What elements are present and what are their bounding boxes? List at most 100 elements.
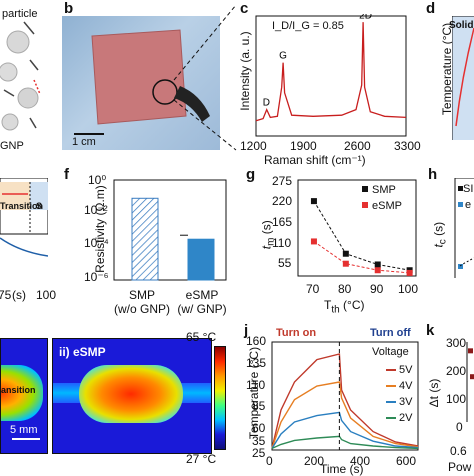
- resistivity-frame: [113, 179, 227, 281]
- f-bar1-label-line1: SMP: [128, 288, 155, 302]
- f-bar1-label-line2: (w/o GNP): [113, 302, 170, 316]
- panel-k-ylabel: Δt (s): [427, 378, 441, 408]
- j-legend-item-2v: 2V: [386, 410, 412, 426]
- g-legend-esmp: eSMP: [372, 200, 402, 212]
- raman-xtick-4: 3300: [394, 139, 421, 153]
- k-xtick-fragment: 0.6: [450, 444, 467, 458]
- thermal-image-2: ii) eSMP: [52, 338, 212, 454]
- tm-legend-marker-esmp: [362, 202, 368, 208]
- g-ytick-3: 165: [272, 215, 293, 229]
- panel-c-ylabel: Intensity (a. u.): [238, 31, 252, 111]
- s-label: S: [36, 201, 43, 211]
- raman-peak-label-2d: 2D: [359, 14, 372, 21]
- photo-b: 1 cm: [62, 16, 220, 150]
- k-ytick-4: 0: [456, 420, 463, 434]
- zoom-lines: [173, 4, 237, 151]
- j-legend-title: Voltage: [372, 346, 409, 358]
- j-legend-5v: 5V: [399, 364, 413, 376]
- raman-xlabel: Raman shift (cm⁻¹): [264, 153, 366, 167]
- raman-frame: [255, 15, 407, 137]
- k-xlabel-fragment: Pow: [448, 460, 472, 474]
- raman-xtick-1: 1200: [240, 139, 267, 153]
- h-legend-2: e: [465, 199, 472, 211]
- sample-photo: [74, 29, 210, 135]
- g-xtick-1: 70: [306, 282, 320, 296]
- k-point-1: [470, 374, 474, 380]
- tt-line-4v: [271, 381, 419, 449]
- j-legend-item-3v: 3V: [386, 394, 412, 410]
- panel-label-f: f: [64, 166, 69, 183]
- panel-k-chart: [466, 342, 474, 422]
- temperature-time-chart: [271, 341, 419, 451]
- k-point-0: [468, 348, 473, 354]
- j-legend-item-4v: 4V: [386, 378, 412, 394]
- panel-label-c: c: [240, 0, 249, 17]
- turn-off-label: Turn off: [370, 327, 411, 339]
- tm-point-esmp-80: [342, 260, 349, 267]
- f-bar1-label: SMP (w/o GNP): [112, 288, 172, 316]
- panel-label-j: j: [244, 322, 249, 339]
- j-legend-4v: 4V: [399, 380, 413, 392]
- j-ytick-1: 160: [246, 334, 267, 348]
- f-ytick-2: 10⁻²: [84, 203, 108, 217]
- transition-label: Transition: [0, 201, 44, 211]
- panel-label-d: d: [426, 0, 436, 17]
- thermal-image-1: ansition: [0, 338, 48, 454]
- panel-h-ylabel: tc (s): [431, 221, 449, 248]
- esmp-sublabel: ii) eSMP: [59, 345, 106, 359]
- raman-xtick-2: 1900: [290, 139, 317, 153]
- transition-thermal-label: ansition: [1, 385, 36, 395]
- f-bar2-label-line2: (w/ GNP): [177, 302, 227, 316]
- tt-line-2v: [271, 435, 419, 450]
- g-ytick-5: 55: [278, 256, 292, 270]
- panel-d-chart: [452, 16, 474, 140]
- j-xlabel: Time (s): [320, 462, 364, 476]
- raman-peak-label-d: D: [263, 98, 270, 109]
- raman-peak-label-g: G: [279, 51, 287, 62]
- tm-frame: [297, 179, 417, 277]
- j-ytick-5: 60: [252, 421, 266, 435]
- tt-line-3v: [271, 411, 419, 449]
- e-xtick-1: 75: [0, 288, 12, 302]
- gnp-label: GNP: [0, 140, 24, 152]
- tm-point-esmp-70: [310, 238, 317, 245]
- h-legend-1: SI: [463, 183, 474, 195]
- g-xlabel: Tth (°C): [324, 298, 365, 316]
- raman-xtick-3: 2600: [344, 139, 371, 153]
- g-legend-smp: SMP: [372, 184, 396, 196]
- j-ytick-3: 110: [246, 378, 266, 392]
- panel-a: particle GNP: [0, 0, 42, 156]
- j-ytick-2: 135: [246, 356, 267, 370]
- tm-chart: [297, 179, 417, 277]
- solid-label: Solid: [449, 20, 474, 31]
- thermal-scale-label: 5 mm: [10, 424, 38, 436]
- j-legend: 5V 4V 3V 2V: [386, 362, 412, 426]
- j-xtick-1: 0: [266, 454, 273, 468]
- tm-point-esmp-100: [406, 269, 413, 276]
- thermal-colorbar: [214, 346, 226, 450]
- f-bar2-label: eSMP (w/ GNP): [172, 288, 232, 316]
- resistivity-bar-esmp: [187, 238, 215, 281]
- tm-legend-marker-smp: [362, 186, 368, 192]
- k-ytick-1: 300: [446, 336, 467, 350]
- f-ytick-3: 10⁻⁴: [84, 236, 109, 250]
- e-xlabel-fragment: (s): [12, 288, 26, 302]
- j-legend-2v: 2V: [399, 412, 413, 424]
- tm-fit-smp: [313, 200, 410, 271]
- e-xtick-2: 100: [36, 288, 57, 302]
- tm-point-esmp-90: [374, 267, 381, 274]
- j-ytick-7: 25: [252, 446, 266, 460]
- tm-point-smp-90: [374, 261, 381, 268]
- colorbar-max: 65 °C: [186, 330, 217, 344]
- k-ytick-3: 100: [446, 392, 467, 406]
- particle-label: particle: [2, 8, 38, 20]
- panel-e-chart: [0, 178, 48, 257]
- raman-chart: D G 2D: [255, 14, 407, 137]
- g-ytick-4: 110: [272, 236, 292, 250]
- raman-spectrum-line: [255, 22, 407, 122]
- f-ytick-1: 10⁰: [88, 173, 107, 187]
- particle-schematic: [0, 21, 41, 131]
- panel-h-chart: [454, 178, 474, 278]
- j-legend-item-5v: 5V: [386, 362, 412, 378]
- tm-fit-esmp: [313, 240, 410, 274]
